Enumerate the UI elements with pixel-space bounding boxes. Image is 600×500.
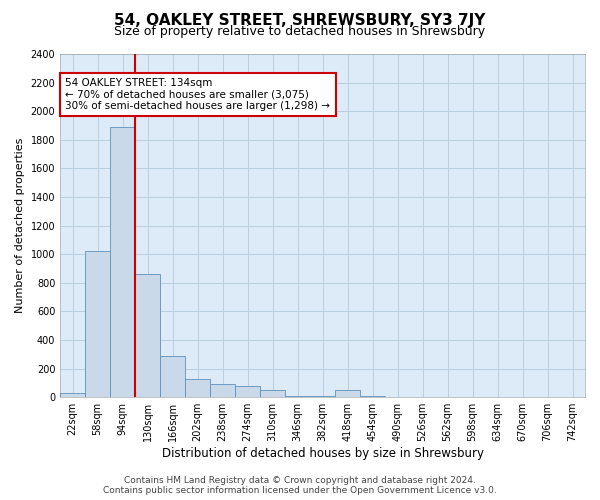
- X-axis label: Distribution of detached houses by size in Shrewsbury: Distribution of detached houses by size …: [161, 447, 484, 460]
- Bar: [60, 393, 85, 397]
- Bar: [260, 390, 285, 397]
- Bar: [335, 390, 360, 397]
- Bar: [135, 274, 160, 397]
- Bar: [310, 396, 335, 397]
- Text: 54 OAKLEY STREET: 134sqm
← 70% of detached houses are smaller (3,075)
30% of sem: 54 OAKLEY STREET: 134sqm ← 70% of detach…: [65, 78, 331, 111]
- Bar: [360, 396, 385, 397]
- Bar: [85, 252, 110, 397]
- Bar: [110, 127, 135, 397]
- Bar: [235, 386, 260, 397]
- Text: 54, OAKLEY STREET, SHREWSBURY, SY3 7JY: 54, OAKLEY STREET, SHREWSBURY, SY3 7JY: [115, 12, 485, 28]
- Y-axis label: Number of detached properties: Number of detached properties: [15, 138, 25, 314]
- Text: Size of property relative to detached houses in Shrewsbury: Size of property relative to detached ho…: [115, 25, 485, 38]
- Bar: [210, 384, 235, 397]
- Text: Contains HM Land Registry data © Crown copyright and database right 2024.
Contai: Contains HM Land Registry data © Crown c…: [103, 476, 497, 495]
- Bar: [185, 378, 210, 397]
- Bar: [285, 396, 310, 397]
- Bar: [160, 356, 185, 397]
